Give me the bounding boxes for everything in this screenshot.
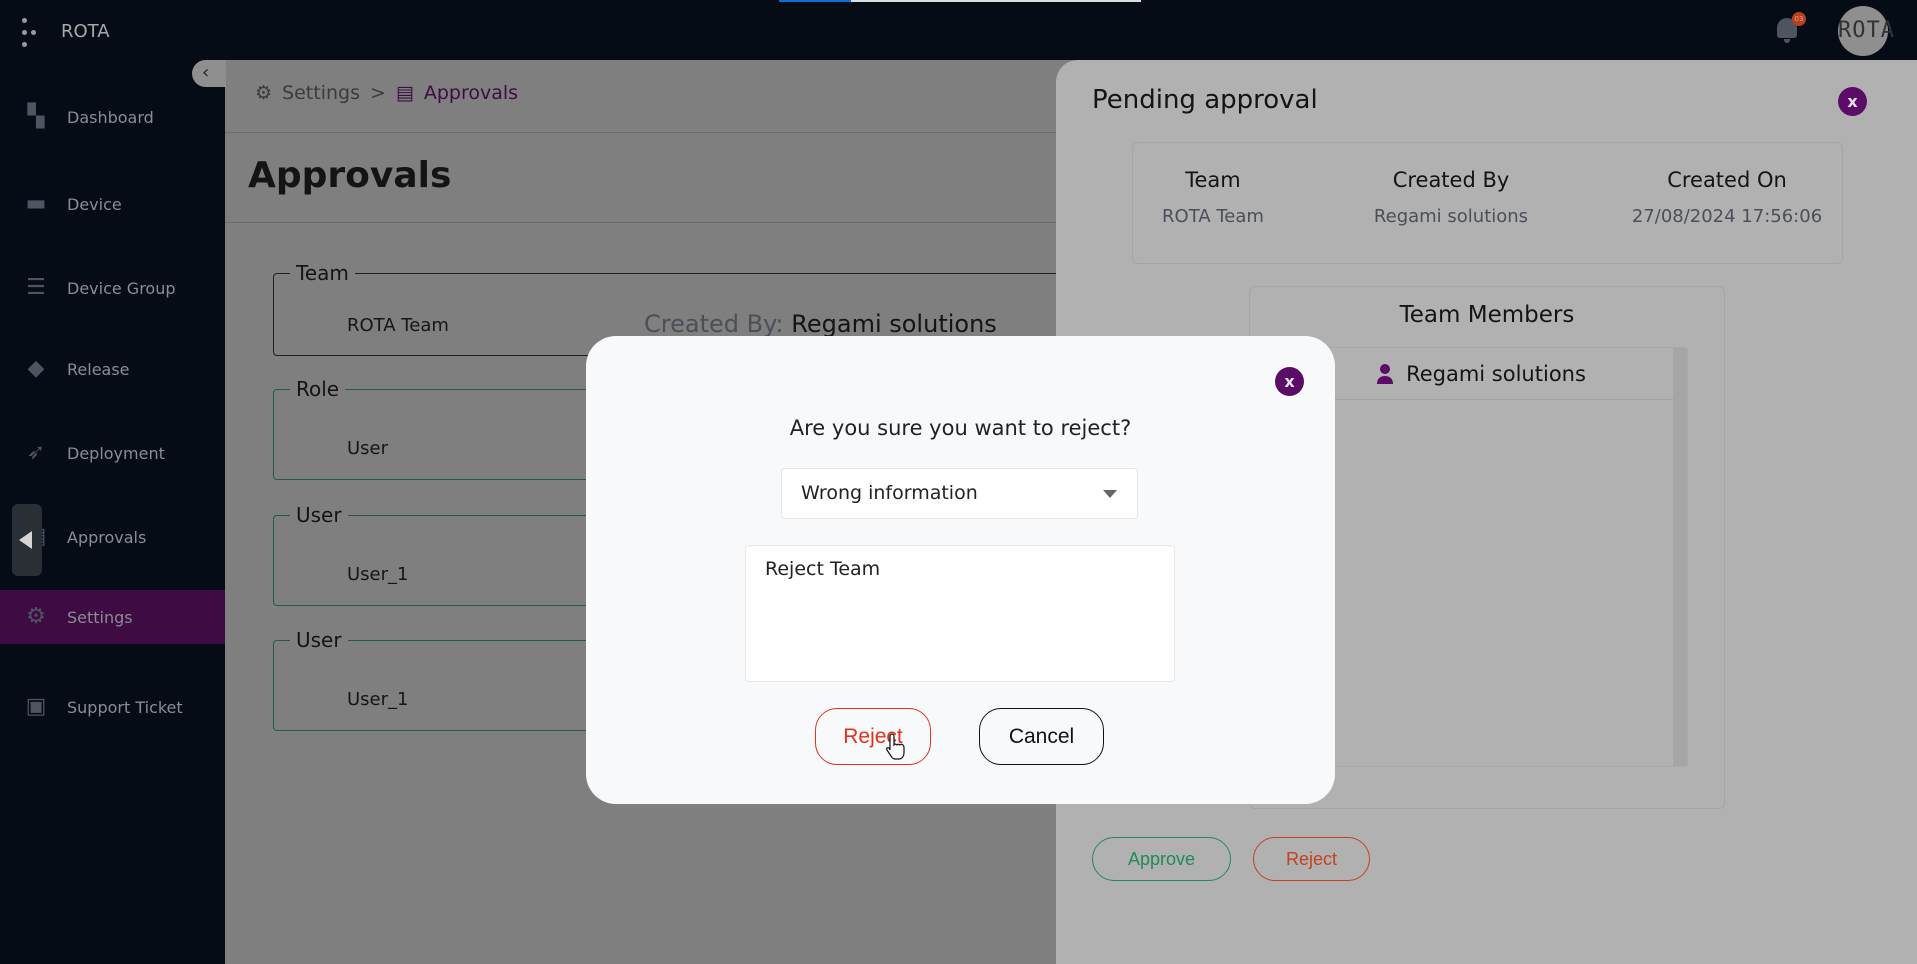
member-name: Regami solutions	[1406, 361, 1586, 386]
field-value: User_1	[347, 689, 409, 710]
top-bar: ROTA 03 ROTA	[0, 0, 1917, 60]
team-members-title: Team Members	[1399, 302, 1575, 328]
sidebar-item-label: Release	[67, 359, 130, 379]
divider	[225, 222, 1056, 223]
chevron-down-icon	[1103, 490, 1117, 498]
brand-name: ROTA	[61, 21, 110, 42]
app-menu-icon[interactable]	[22, 18, 38, 48]
device-icon: ▬	[25, 191, 47, 216]
rocket-icon: ➶	[26, 440, 46, 465]
field-value: User	[347, 438, 389, 459]
field-value: ROTA Team	[347, 315, 449, 336]
approve-button[interactable]: Approve	[1092, 837, 1231, 881]
created-by-value: Regami solutions	[791, 310, 997, 338]
sidebar-item-deployment[interactable]: ➶ Deployment	[0, 426, 225, 480]
created-by-label: Created By:	[644, 310, 784, 338]
team-field: Team ROTA Team Created By: Regami soluti…	[273, 261, 1073, 356]
sidebar-item-label: Settings	[67, 607, 133, 627]
panel-title: Pending approval	[1092, 85, 1318, 115]
pending-approval-panel: Pending approval x Team ROTA Team Created…	[1056, 60, 1917, 964]
avatar[interactable]: ROTA	[1838, 6, 1894, 56]
field-legend: Role	[296, 377, 340, 401]
field-legend: Team	[296, 261, 349, 285]
notification-badge: 03	[1792, 12, 1806, 26]
sidebar-item-support-ticket[interactable]: ▣ Support Ticket	[0, 680, 225, 734]
sidebar-item-dashboard[interactable]: ▚ Dashboard	[0, 90, 225, 144]
document-check-icon: ▤	[395, 82, 414, 104]
column-value: Regami solutions	[1373, 206, 1529, 227]
panel-reject-button[interactable]: Reject	[1253, 837, 1370, 881]
collapse-sidebar-button[interactable]: ‹	[192, 60, 226, 87]
scrollbar[interactable]	[1673, 348, 1687, 766]
column-value: ROTA Team	[1162, 206, 1264, 227]
ticket-icon: ▣	[25, 694, 47, 719]
column-header: Team	[1185, 168, 1241, 192]
user-icon	[1377, 363, 1394, 384]
reject-button[interactable]: Reject	[815, 708, 931, 765]
progress-fill	[779, 0, 852, 2]
team-members-box: Team Members Regami solutions	[1249, 286, 1725, 809]
gear-icon: ⚙	[255, 82, 273, 104]
breadcrumb-separator: >	[369, 82, 386, 104]
reject-comment-input[interactable]: Reject Team	[745, 545, 1175, 682]
sidebar-item-label: Device	[67, 194, 122, 214]
field-legend: User	[296, 503, 342, 527]
dialog-question: Are you sure you want to reject?	[789, 416, 1132, 440]
page-title: Approvals	[248, 155, 452, 196]
close-dialog-button[interactable]: x	[1275, 367, 1304, 396]
approval-info: Team ROTA Team Created By Regami solutions…	[1132, 142, 1843, 264]
divider	[225, 132, 1056, 133]
dashboard-icon: ▚	[27, 104, 45, 129]
breadcrumb: ⚙ Settings > ▤ Approvals	[255, 82, 518, 104]
sidebar-item-settings[interactable]: ⚙ Settings	[0, 590, 225, 644]
column-header: Created On	[1667, 168, 1787, 192]
column-header: Created By	[1392, 168, 1510, 192]
sidebar-item-release[interactable]: ◆ Release	[0, 342, 225, 396]
sidebar-item-device-group[interactable]: ☰ Device Group	[0, 261, 225, 315]
close-panel-button[interactable]: x	[1838, 87, 1867, 116]
breadcrumb-settings[interactable]: Settings	[282, 82, 360, 104]
release-box-icon: ◆	[27, 356, 45, 381]
sidebar-item-label: Approvals	[67, 527, 147, 547]
cancel-button[interactable]: Cancel	[979, 708, 1104, 765]
notification-bell-icon[interactable]	[1775, 14, 1801, 46]
reject-confirm-dialog: x Are you sure you want to reject? Wrong…	[586, 336, 1335, 804]
created-by: Created By: Regami solutions	[644, 310, 997, 338]
sidebar-item-label: Deployment	[67, 443, 165, 463]
team-members-list: Regami solutions	[1286, 347, 1688, 767]
breadcrumb-approvals: Approvals	[423, 82, 519, 104]
field-value: User_1	[347, 564, 409, 585]
side-drawer-handle[interactable]	[12, 504, 42, 576]
sidebar-item-label: Dashboard	[67, 107, 154, 127]
sidebar-item-label: Device Group	[67, 278, 176, 298]
column-value: 27/08/2024 17:56:06	[1631, 206, 1823, 227]
sidebar-item-label: Support Ticket	[67, 697, 183, 717]
hand-cursor-icon	[886, 733, 905, 760]
reject-reason-select[interactable]: Wrong information	[781, 468, 1138, 519]
gear-icon: ⚙	[26, 604, 46, 629]
list-item: Regami solutions	[1287, 348, 1675, 400]
selected-reason: Wrong information	[801, 482, 978, 504]
loading-progress-bar	[779, 0, 1141, 2]
field-legend: User	[296, 628, 342, 652]
device-group-icon: ☰	[26, 275, 46, 300]
sidebar-item-device[interactable]: ▬ Device	[0, 177, 225, 231]
